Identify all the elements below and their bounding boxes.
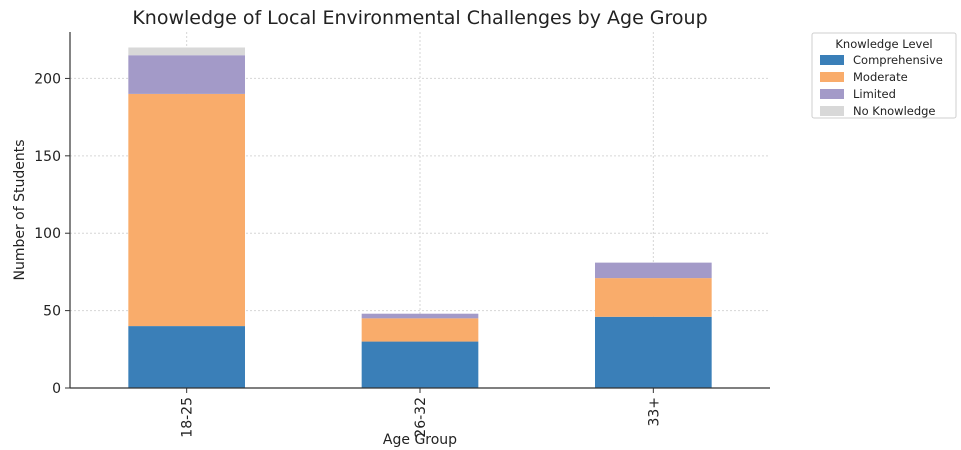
legend-frame xyxy=(811,32,957,119)
bar-no-knowledge-1825 xyxy=(128,47,245,56)
y-tick-label: 200 xyxy=(34,71,61,87)
bar-moderate-33+ xyxy=(595,278,712,317)
bar-moderate-1825 xyxy=(128,93,245,327)
legend-entry-label: Moderate xyxy=(853,70,908,84)
y-tick-label: 100 xyxy=(34,226,61,242)
legend-entry-label: Comprehensive xyxy=(853,53,943,67)
legend-title: Knowledge Level xyxy=(835,37,932,51)
legend-items: Comprehensive Moderate Limited No Knowledge xyxy=(820,53,943,118)
chart-title: Knowledge of Local Environmental Challen… xyxy=(132,7,707,29)
x-tick-label: 18-25 xyxy=(180,397,196,438)
bar-comprehensive-1825 xyxy=(128,326,245,388)
bar-comprehensive-33+ xyxy=(595,316,712,388)
legend-swatch xyxy=(820,106,844,116)
bar-limited-33+ xyxy=(595,262,712,279)
legend-swatch xyxy=(820,55,844,65)
y-axis-ticks: 0 50 100 150 200 xyxy=(34,71,70,397)
legend-entry-label: No Knowledge xyxy=(853,104,936,118)
legend-entry-label: Limited xyxy=(853,87,896,101)
y-tick-label: 50 xyxy=(43,304,61,320)
x-tick-label: 26-32 xyxy=(413,397,429,438)
legend-swatch xyxy=(820,72,844,82)
x-axis-ticks: 18-25 26-32 33+ xyxy=(180,388,662,438)
bar-comprehensive-2632 xyxy=(361,341,479,388)
y-tick-label: 0 xyxy=(52,381,61,397)
legend-swatch xyxy=(820,89,844,99)
x-tick-label: 33+ xyxy=(646,397,662,427)
bar-limited-2632 xyxy=(361,313,479,319)
bar-series-group xyxy=(128,47,712,388)
y-axis-label: Number of Students xyxy=(12,139,28,280)
bar-moderate-2632 xyxy=(361,318,479,342)
legend: Knowledge Level Comprehensive Moderate Lim… xyxy=(811,32,957,119)
bar-limited-1825 xyxy=(128,55,245,94)
y-tick-label: 150 xyxy=(34,149,61,165)
x-axis-label: Age Group xyxy=(383,432,457,448)
